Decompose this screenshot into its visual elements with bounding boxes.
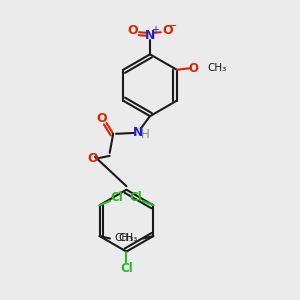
Text: CH₃: CH₃ [119, 233, 138, 244]
Text: O: O [97, 112, 107, 125]
Text: N: N [145, 29, 155, 42]
Text: O: O [189, 62, 199, 75]
Text: O: O [162, 24, 173, 37]
Text: H: H [141, 128, 150, 141]
Text: O: O [127, 24, 138, 37]
Text: CH₃: CH₃ [207, 63, 226, 73]
Text: −: − [168, 21, 177, 31]
Text: O: O [87, 152, 98, 165]
Text: Cl: Cl [130, 191, 142, 204]
Text: Cl: Cl [120, 262, 133, 275]
Text: +: + [151, 25, 159, 35]
Text: Cl: Cl [110, 191, 123, 204]
Text: N: N [133, 126, 143, 139]
Text: CH₃: CH₃ [115, 233, 134, 244]
